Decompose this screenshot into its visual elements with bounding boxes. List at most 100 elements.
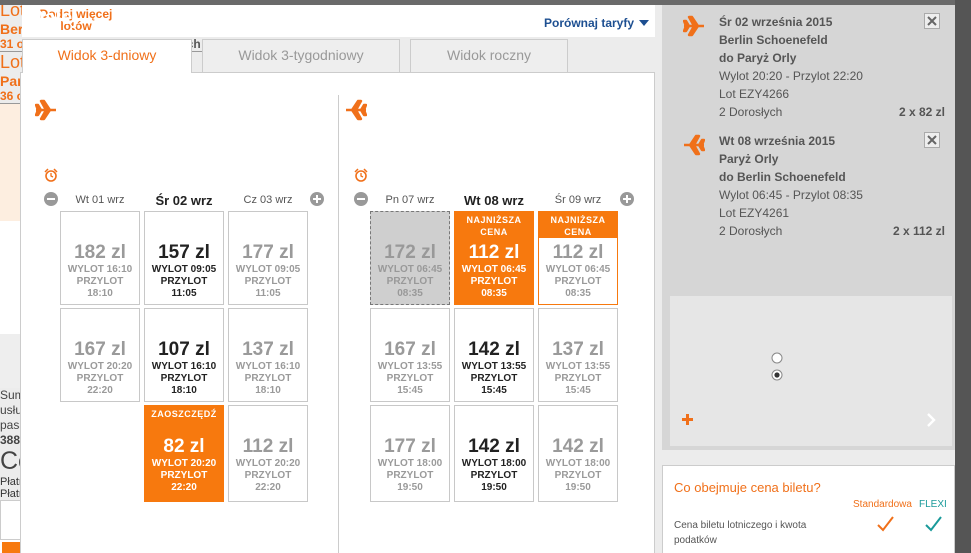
payment-radio[interactable] (771, 369, 783, 381)
flight-price: 2 x 112 zl (892, 224, 945, 238)
fare-departure: WYLOT 09:05 (235, 264, 301, 275)
fare-cell[interactable]: 167 zl WYLOT 20:20 PRZYLOT 22:20 (60, 308, 140, 402)
check-flexi (925, 516, 942, 532)
day-label[interactable]: Wt 08 wrz (464, 193, 524, 208)
fare-arrival: PRZYLOT 11:05 (160, 276, 208, 299)
fare-price: 137 zl (242, 339, 294, 360)
flight-from: Berlin Schoenefeld (719, 33, 828, 47)
clock-icon (354, 168, 368, 182)
compare-link[interactable]: Porównaj taryfy (544, 16, 650, 30)
fare-departure: WYLOT 16:10 (67, 264, 133, 275)
fare-price: 112 zl (552, 242, 604, 263)
total-panel (670, 296, 952, 446)
next-days[interactable] (310, 192, 324, 206)
flight-flight: Lot EZY4266 (719, 87, 790, 101)
fare-cell[interactable]: NAJNIŻSZA CENA 112 zl WYLOT 06:45 PRZYLOT 0… (454, 211, 534, 305)
day-label[interactable]: Wt 01 wrz (75, 194, 125, 206)
plane-icon (35, 99, 56, 121)
plane-icon (683, 15, 704, 37)
fare-arrival: PRZYLOT 15:45 (470, 373, 518, 396)
title-prefix: Lot (0, 52, 26, 72)
day-label[interactable]: Cz 03 wrz (243, 194, 293, 206)
fare-cell[interactable]: 157 zl WYLOT 09:05 PRZYLOT 11:05 (144, 211, 224, 305)
fare-price: 82 zl (163, 436, 205, 457)
clock-icon (44, 168, 58, 182)
fare-cell[interactable]: 107 zl WYLOT 16:10 PRZYLOT 18:10 (144, 308, 224, 402)
fare-price: 142 zl (552, 436, 604, 457)
fare-departure: WYLOT 13:55 (461, 361, 527, 372)
flight-date: Wt 08 września 2015 (719, 134, 836, 148)
flight-times: Wylot 06:45 - Przylot 08:35 (719, 188, 863, 202)
prev-days[interactable] (44, 192, 58, 206)
fare-arrival: PRZYLOT 19:50 (470, 470, 518, 493)
fare-cell[interactable]: 112 zl WYLOT 20:20 PRZYLOT 22:20 (228, 405, 308, 502)
fare-arrival: PRZYLOT 19:50 (554, 470, 602, 493)
view-tab[interactable]: Widok roczny (410, 39, 568, 72)
fare-cell[interactable]: ZAOSZCZĘDŹ 82 zl WYLOT 20:20 PRZYLOT 22:20 (144, 405, 224, 502)
flight-from: Paryż Orly (719, 152, 779, 166)
check-standard (877, 516, 894, 532)
fare-departure: WYLOT 09:05 (151, 264, 217, 275)
prev-days[interactable] (354, 192, 368, 206)
flight-to: do Berlin Schoenefeld (719, 170, 846, 184)
fare-arrival: PRZYLOT 22:20 (160, 470, 208, 493)
day-label[interactable]: Śr 09 wrz (554, 194, 602, 206)
fare-departure: WYLOT 20:20 (235, 458, 301, 469)
includes-row: Cena biletu lotniczego i kwota podatków (674, 520, 807, 546)
fare-cell[interactable]: 137 zl WYLOT 16:10 PRZYLOT 18:10 (228, 308, 308, 402)
fare-cell[interactable]: NAJNIŻSZA CENA 112 zl WYLOT 06:45 PRZYLOT 0… (538, 211, 618, 305)
remove-flight[interactable] (924, 13, 940, 29)
fare-price: 182 zl (74, 242, 126, 263)
compare-link-text: Porównaj taryfy (544, 16, 635, 30)
top-bar (0, 0, 971, 5)
flight-passengers: 2 Dorosłych (719, 224, 783, 238)
fare-price: 137 zl (552, 339, 604, 360)
divider (338, 95, 339, 553)
payment-radio[interactable] (771, 352, 783, 364)
right-edge (955, 0, 971, 553)
includes-col-standard: Standardowa (853, 499, 912, 510)
view-tab[interactable]: Widok 3-tygodniowy (202, 39, 400, 72)
fare-cell[interactable]: 142 zl WYLOT 18:00 PRZYLOT 19:50 (538, 405, 618, 502)
fare-departure: WYLOT 18:00 (377, 458, 443, 469)
fare-departure: WYLOT 20:20 (151, 458, 217, 469)
fare-cell[interactable]: 172 zl WYLOT 06:45 PRZYLOT 08:35 (370, 211, 450, 305)
fare-cell[interactable]: 182 zl WYLOT 16:10 PRZYLOT 18:10 (60, 211, 140, 305)
fare-price: 177 zl (242, 242, 294, 263)
fare-arrival: PRZYLOT 22:20 (244, 470, 292, 493)
fare-price: 142 zl (468, 339, 520, 360)
fare-price: 172 zl (384, 242, 436, 263)
fare-arrival: PRZYLOT 15:45 (554, 373, 602, 396)
fare-arrival: PRZYLOT 15:45 (386, 373, 434, 396)
fare-cell[interactable]: 167 zl WYLOT 13:55 PRZYLOT 15:45 (370, 308, 450, 402)
fare-price: 177 zl (384, 436, 436, 457)
fare-price: 167 zl (74, 339, 126, 360)
fare-cell[interactable]: 177 zl WYLOT 09:05 PRZYLOT 11:05 (228, 211, 308, 305)
add-flights-text: Dodaj więcej lotów (39, 7, 113, 33)
day-label[interactable]: Śr 02 wrz (155, 193, 213, 208)
fare-price: 167 zl (384, 339, 436, 360)
fare-cell[interactable]: 137 zl WYLOT 13:55 PRZYLOT 15:45 (538, 308, 618, 402)
fare-departure: WYLOT 06:45 (461, 264, 527, 275)
view-tab[interactable]: Widok 3-dniowy (22, 39, 192, 73)
fare-cell[interactable]: 177 zl WYLOT 18:00 PRZYLOT 19:50 (370, 405, 450, 502)
flight-price: 2 x 82 zl (898, 105, 945, 119)
next-arrow (927, 413, 936, 427)
fare-departure: WYLOT 18:00 (545, 458, 611, 469)
includes-col-flexi: FLEXI (919, 499, 947, 510)
fare-departure: WYLOT 18:00 (461, 458, 527, 469)
fare-arrival: PRZYLOT 08:35 (470, 276, 518, 299)
fare-badge: NAJNIŻSZA CENA (539, 212, 617, 238)
next-days[interactable] (620, 192, 634, 206)
fare-cell[interactable]: 142 zl WYLOT 18:00 PRZYLOT 19:50 (454, 405, 534, 502)
fare-cell[interactable]: 142 zl WYLOT 13:55 PRZYLOT 15:45 (454, 308, 534, 402)
day-label[interactable]: Pn 07 wrz (385, 194, 435, 206)
plane-icon (346, 99, 367, 121)
fare-departure: WYLOT 16:10 (235, 361, 301, 372)
fare-price: 157 zl (158, 242, 210, 263)
remove-flight[interactable] (924, 132, 940, 148)
fare-departure: WYLOT 13:55 (545, 361, 611, 372)
includes-title: Co obejmuje cena biletu? (674, 480, 821, 495)
fare-price: 112 zl (242, 436, 294, 457)
fare-price: 107 zl (158, 339, 210, 360)
